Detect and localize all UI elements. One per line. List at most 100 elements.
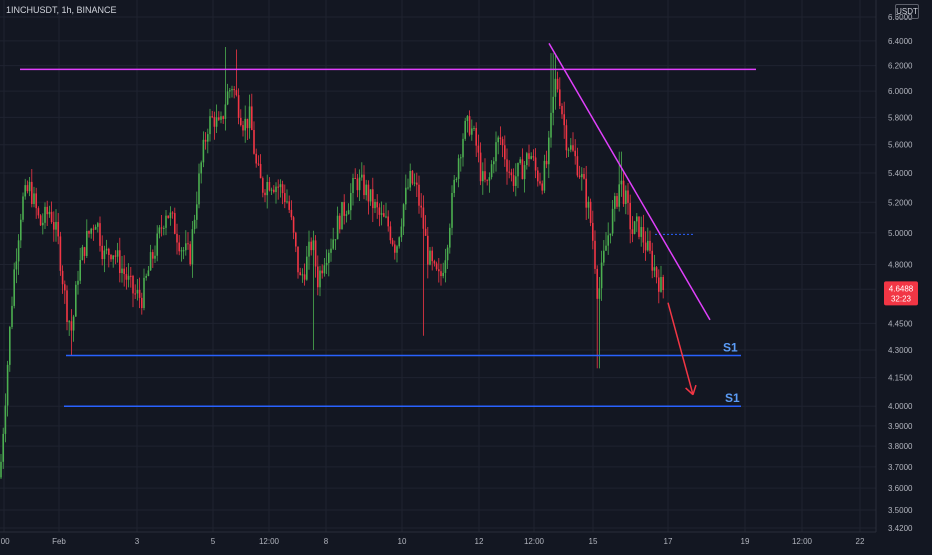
candle-body bbox=[460, 157, 462, 159]
candle-body bbox=[570, 145, 572, 150]
candle-body bbox=[105, 248, 108, 251]
candle-body bbox=[297, 246, 299, 273]
candle-body bbox=[185, 243, 187, 251]
candle-body bbox=[354, 178, 356, 180]
candle-body bbox=[416, 182, 418, 185]
time-tick-label: 15 bbox=[589, 537, 598, 546]
candle-body bbox=[614, 196, 616, 209]
drawings[interactable]: S1 S1 bbox=[20, 42, 756, 407]
candle-body bbox=[471, 128, 473, 135]
candle-body bbox=[121, 268, 123, 274]
candle-body bbox=[647, 240, 649, 251]
candle-body bbox=[202, 139, 205, 163]
candle-body bbox=[50, 211, 53, 223]
candle-body bbox=[233, 89, 235, 91]
last-price-value: 4.6488 bbox=[889, 284, 914, 293]
candle-body bbox=[79, 259, 81, 281]
bar-countdown: 32:23 bbox=[891, 294, 912, 303]
candle-body bbox=[94, 226, 97, 230]
bearish-arrow-head bbox=[685, 387, 694, 396]
candle-body bbox=[35, 193, 37, 209]
candle-body bbox=[138, 289, 141, 298]
candle-body bbox=[167, 215, 169, 218]
candle-body bbox=[356, 178, 359, 191]
candle-body bbox=[383, 213, 385, 217]
candle-body bbox=[134, 293, 136, 295]
candle-body bbox=[108, 248, 110, 255]
candle-body bbox=[92, 228, 95, 230]
candle-body bbox=[539, 181, 541, 184]
candle-body bbox=[112, 255, 114, 260]
candle-body bbox=[644, 242, 647, 251]
candle-body bbox=[402, 204, 405, 227]
candle-body bbox=[464, 120, 466, 139]
price-tick-label: 6.2000 bbox=[888, 62, 913, 71]
candle-body bbox=[53, 222, 55, 230]
candle-body bbox=[350, 193, 352, 211]
candle-body bbox=[310, 241, 312, 251]
candle-body bbox=[581, 173, 583, 178]
candle-body bbox=[499, 137, 502, 140]
candle-body bbox=[281, 184, 284, 194]
candle-body bbox=[501, 139, 504, 146]
currency-label[interactable]: USDT bbox=[895, 4, 919, 19]
candle-body bbox=[367, 184, 370, 202]
candle-body bbox=[611, 208, 614, 234]
candle-body bbox=[125, 274, 128, 280]
candle-body bbox=[600, 262, 603, 289]
candle-body bbox=[55, 221, 57, 230]
candles bbox=[0, 47, 664, 480]
candle-body bbox=[490, 164, 493, 178]
candle-body bbox=[484, 171, 486, 180]
candle-body bbox=[270, 189, 273, 191]
candle-body bbox=[537, 170, 539, 182]
candle-body bbox=[508, 171, 510, 173]
candle-body bbox=[596, 268, 598, 299]
candle-body bbox=[182, 250, 185, 252]
candle-body bbox=[526, 153, 528, 166]
candle-body bbox=[475, 128, 477, 146]
candle-body bbox=[435, 263, 438, 270]
time-tick-label: 17 bbox=[664, 537, 673, 546]
price-tick-label: 4.8000 bbox=[888, 261, 913, 270]
candle-body bbox=[473, 128, 475, 130]
price-tick-label: 4.3000 bbox=[888, 346, 913, 355]
candle-body bbox=[565, 125, 568, 151]
candle-body bbox=[400, 226, 403, 238]
candle-body bbox=[389, 226, 392, 241]
candle-body bbox=[658, 277, 660, 292]
candle-body bbox=[211, 116, 213, 118]
price-tick-label: 6.6000 bbox=[888, 13, 913, 22]
candle-body bbox=[273, 189, 275, 193]
price-axis[interactable]: 6.6000 6.4000 6.2000 6.0000 5.8000 5.6000 5.40… bbox=[888, 13, 913, 533]
time-axis[interactable]: :00 Feb 3 5 12:00 8 10 12 12:00 15 17 19 12:00 22 bbox=[0, 537, 865, 546]
candle-body bbox=[180, 250, 183, 252]
time-tick-label: Feb bbox=[52, 537, 66, 546]
candle-body bbox=[385, 216, 387, 218]
candle-body bbox=[598, 288, 601, 299]
candle-body bbox=[253, 129, 255, 154]
candle-body bbox=[26, 185, 29, 192]
price-tick-label: 3.6000 bbox=[888, 484, 913, 493]
price-tick-label: 6.0000 bbox=[888, 87, 913, 96]
candle-body bbox=[156, 233, 158, 256]
candle-body bbox=[574, 150, 576, 157]
candle-body bbox=[534, 157, 537, 171]
candle-body bbox=[589, 201, 592, 223]
candle-body bbox=[57, 221, 59, 237]
candle-body bbox=[636, 216, 638, 222]
candle-body bbox=[440, 271, 442, 277]
candle-body bbox=[262, 178, 264, 193]
candle-body bbox=[86, 231, 88, 256]
candle-body bbox=[607, 235, 609, 246]
time-tick-label: 19 bbox=[741, 537, 750, 546]
candle-body bbox=[178, 242, 180, 252]
candle-body bbox=[301, 274, 304, 276]
candle-body bbox=[116, 250, 119, 257]
candle-body bbox=[24, 185, 26, 197]
candle-body bbox=[81, 247, 84, 260]
candle-body bbox=[528, 153, 530, 159]
candle-body bbox=[620, 180, 623, 185]
